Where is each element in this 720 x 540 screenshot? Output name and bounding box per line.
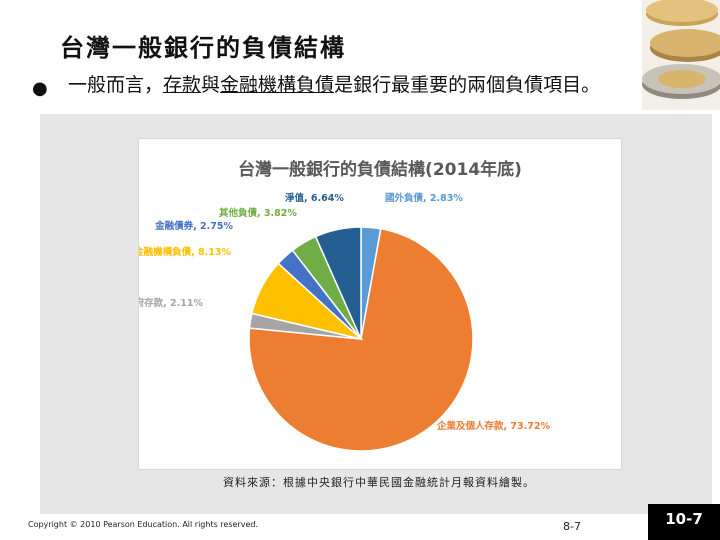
pie-chart-frame: 台灣一般銀行的負債結構(2014年底) 國外負債, 2.83% 企業及個人存款, …: [125, 138, 622, 470]
pie-slice-label: 金融債券, 2.75%: [154, 220, 233, 232]
pie-slice-label: 國外負債, 2.83%: [385, 192, 463, 204]
bullet-underlined-deposits: 存款: [163, 74, 202, 96]
slide-title: 台灣一般銀行的負債結構: [60, 33, 346, 62]
bullet-underlined-fi-liabilities: 金融機構負債: [220, 74, 335, 96]
pie-slice-label: 政府存款, 2.11%: [139, 297, 203, 309]
chapter-badge: 10-7: [648, 504, 720, 540]
pie-slice: [248, 227, 474, 452]
bullet-point: ● 一般而言，存款與金融機構負債是銀行最重要的兩個負債項目。: [32, 72, 672, 99]
pie-chart: 台灣一般銀行的負債結構(2014年底) 國外負債, 2.83% 企業及個人存款, …: [125, 159, 550, 452]
page-number: 8-7: [563, 520, 581, 533]
source-note: 資料來源：根據中央銀行中華民國金融統計月報資料繪製。: [223, 476, 535, 489]
bullet-text: 一般而言，存款與金融機構負債是銀行最重要的兩個負債項目。: [68, 72, 672, 98]
bullet-dot-icon: ●: [32, 78, 48, 99]
pie-slice-label: 對金融機構負債, 8.13%: [139, 246, 231, 258]
pie-slice-label: 淨值, 6.64%: [284, 192, 344, 204]
bullet-text-part: 與: [201, 74, 221, 96]
pie-slice: [314, 226, 362, 340]
pie-slice-label: 其他負債, 3.82%: [219, 207, 297, 219]
chart-title: 台灣一般銀行的負債結構(2014年底): [238, 159, 522, 180]
bullet-text-part: 是銀行最重要的兩個負債項目。: [334, 74, 601, 96]
copyright-text: Copyright © 2010 Pearson Education. All …: [28, 520, 258, 529]
bullet-text-part: 一般而言，: [68, 74, 164, 96]
coin-stack-image: [642, 0, 720, 110]
pie-slice-label: 企業及個人存款, 73.72%: [436, 420, 550, 432]
